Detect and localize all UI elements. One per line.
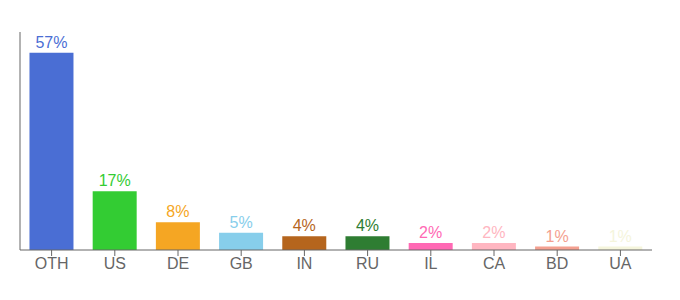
svg-text:2%: 2% xyxy=(419,224,442,241)
svg-text:5%: 5% xyxy=(230,214,253,231)
svg-text:17%: 17% xyxy=(99,172,131,189)
svg-text:1%: 1% xyxy=(546,228,569,245)
svg-text:DE: DE xyxy=(167,255,189,272)
svg-text:8%: 8% xyxy=(166,203,189,220)
svg-text:RU: RU xyxy=(356,255,379,272)
svg-text:4%: 4% xyxy=(356,217,379,234)
svg-text:2%: 2% xyxy=(482,224,505,241)
svg-text:4%: 4% xyxy=(293,217,316,234)
svg-text:BD: BD xyxy=(546,255,568,272)
svg-text:UA: UA xyxy=(609,255,632,272)
svg-text:CA: CA xyxy=(483,255,506,272)
svg-text:GB: GB xyxy=(230,255,253,272)
svg-text:US: US xyxy=(104,255,126,272)
svg-text:1%: 1% xyxy=(609,228,632,245)
svg-text:OTH: OTH xyxy=(35,255,69,272)
svg-text:IN: IN xyxy=(296,255,312,272)
svg-text:IL: IL xyxy=(424,255,437,272)
svg-text:57%: 57% xyxy=(35,34,67,51)
